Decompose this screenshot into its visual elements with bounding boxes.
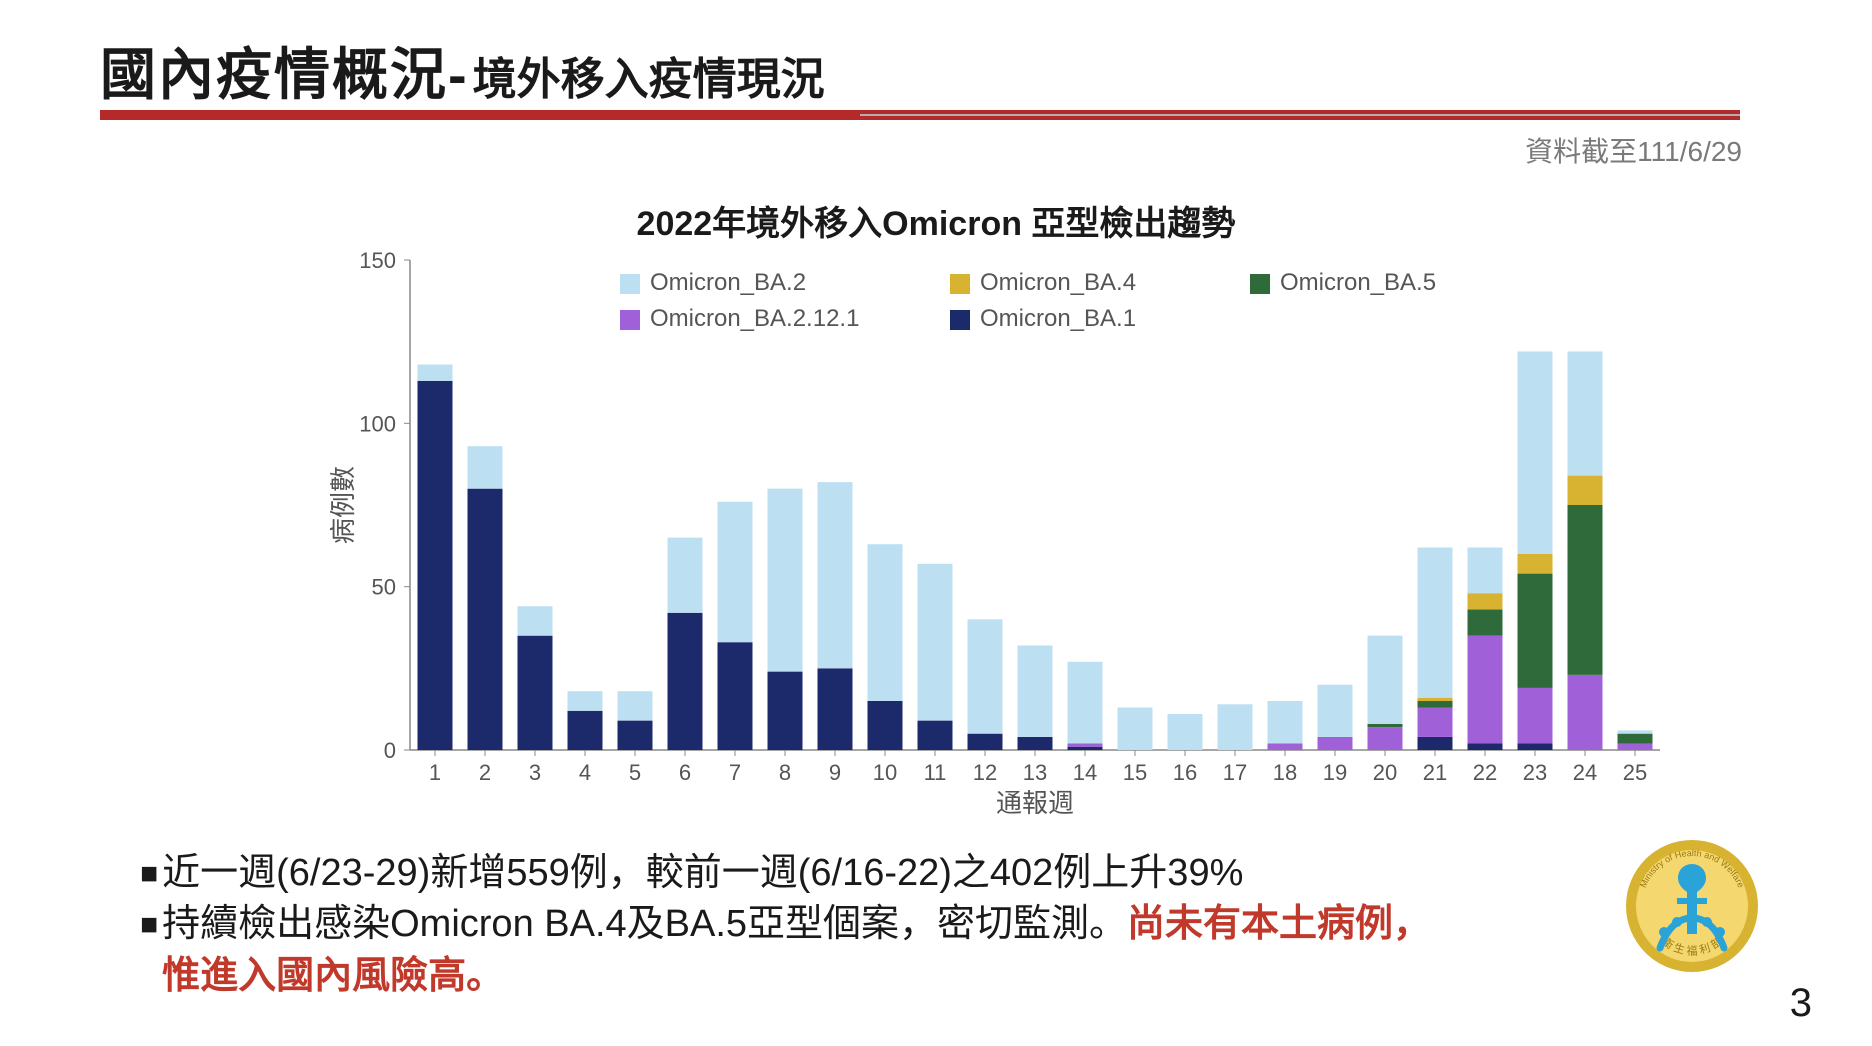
svg-text:17: 17 <box>1223 760 1247 785</box>
svg-text:14: 14 <box>1073 760 1097 785</box>
svg-text:2: 2 <box>479 760 491 785</box>
svg-text:23: 23 <box>1523 760 1547 785</box>
svg-text:4: 4 <box>579 760 591 785</box>
svg-text:15: 15 <box>1123 760 1147 785</box>
svg-text:150: 150 <box>359 248 396 273</box>
title-sub: 境外移入疫情現況 <box>473 43 825 107</box>
svg-text:16: 16 <box>1173 760 1197 785</box>
svg-text:8: 8 <box>779 760 791 785</box>
svg-text:3: 3 <box>529 760 541 785</box>
svg-text:22: 22 <box>1473 760 1497 785</box>
svg-text:0: 0 <box>384 738 396 763</box>
svg-text:Omicron_BA.2.12.1: Omicron_BA.2.12.1 <box>650 305 859 332</box>
svg-text:5: 5 <box>629 760 641 785</box>
svg-text:6: 6 <box>679 760 691 785</box>
svg-text:25: 25 <box>1623 760 1647 785</box>
mohw-logo-svg: Ministry of Health and Welfare 衛 生 福 利 部 <box>1622 836 1762 976</box>
svg-text:20: 20 <box>1373 760 1397 785</box>
square-bullet-icon: ■ <box>140 854 158 899</box>
bullets: ■ 近一週(6/23-29)新增559例，較前一週(6/16-22)之402例上… <box>140 848 1640 1002</box>
svg-text:Omicron_BA.2: Omicron_BA.2 <box>650 269 806 296</box>
bullet-1: ■ 近一週(6/23-29)新增559例，較前一週(6/16-22)之402例上… <box>140 848 1640 899</box>
svg-text:12: 12 <box>973 760 997 785</box>
square-bullet-icon: ■ <box>140 905 158 1002</box>
svg-text:Omicron_BA.4: Omicron_BA.4 <box>980 269 1136 296</box>
chart-title: 2022年境外移入Omicron 亞型檢出趨勢 <box>0 196 1872 245</box>
svg-text:病例數: 病例數 <box>330 466 358 544</box>
svg-text:1: 1 <box>429 760 441 785</box>
bullet-2b: 尚未有本土病例， <box>1127 903 1431 945</box>
title-main: 國內疫情概況- <box>100 30 469 111</box>
bullet-2-text: 持續檢出感染Omicron BA.4及BA.5亞型個案，密切監測。尚未有本土病例… <box>162 899 1431 1002</box>
mohw-logo: Ministry of Health and Welfare 衛 生 福 利 部 <box>1622 836 1762 976</box>
svg-text:50: 50 <box>372 575 396 600</box>
svg-text:11: 11 <box>924 760 947 785</box>
svg-text:19: 19 <box>1323 760 1347 785</box>
svg-text:100: 100 <box>359 411 396 436</box>
svg-text:7: 7 <box>729 760 741 785</box>
slide-title: 國內疫情概況- 境外移入疫情現況 <box>100 30 825 111</box>
bullet-2: ■ 持續檢出感染Omicron BA.4及BA.5亞型個案，密切監測。尚未有本土… <box>140 899 1640 1002</box>
chart: 0501001501234567891011121314151617181920… <box>330 240 1680 820</box>
svg-text:9: 9 <box>829 760 841 785</box>
bullet-2a: 持續檢出感染Omicron BA.4及BA.5亞型個案，密切監測。 <box>162 903 1127 945</box>
svg-text:10: 10 <box>873 760 897 785</box>
bullet-1-text: 近一週(6/23-29)新增559例，較前一週(6/16-22)之402例上升3… <box>162 848 1243 899</box>
date-note: 資料截至111/6/29 <box>1525 130 1742 170</box>
svg-text:Omicron_BA.1: Omicron_BA.1 <box>980 305 1136 332</box>
page-number: 3 <box>1790 981 1812 1026</box>
bullet-2c: 惟進入國內風險高。 <box>162 955 504 997</box>
svg-text:24: 24 <box>1573 760 1597 785</box>
svg-text:21: 21 <box>1423 760 1447 785</box>
chart-svg: 0501001501234567891011121314151617181920… <box>330 240 1680 820</box>
svg-text:Omicron_BA.5: Omicron_BA.5 <box>1280 269 1436 296</box>
svg-text:通報週: 通報週 <box>996 788 1074 818</box>
title-underline <box>100 110 1740 120</box>
slide: 國內疫情概況- 境外移入疫情現況 資料截至111/6/29 2022年境外移入O… <box>0 0 1872 1046</box>
svg-text:13: 13 <box>1023 760 1047 785</box>
svg-text:18: 18 <box>1273 760 1297 785</box>
